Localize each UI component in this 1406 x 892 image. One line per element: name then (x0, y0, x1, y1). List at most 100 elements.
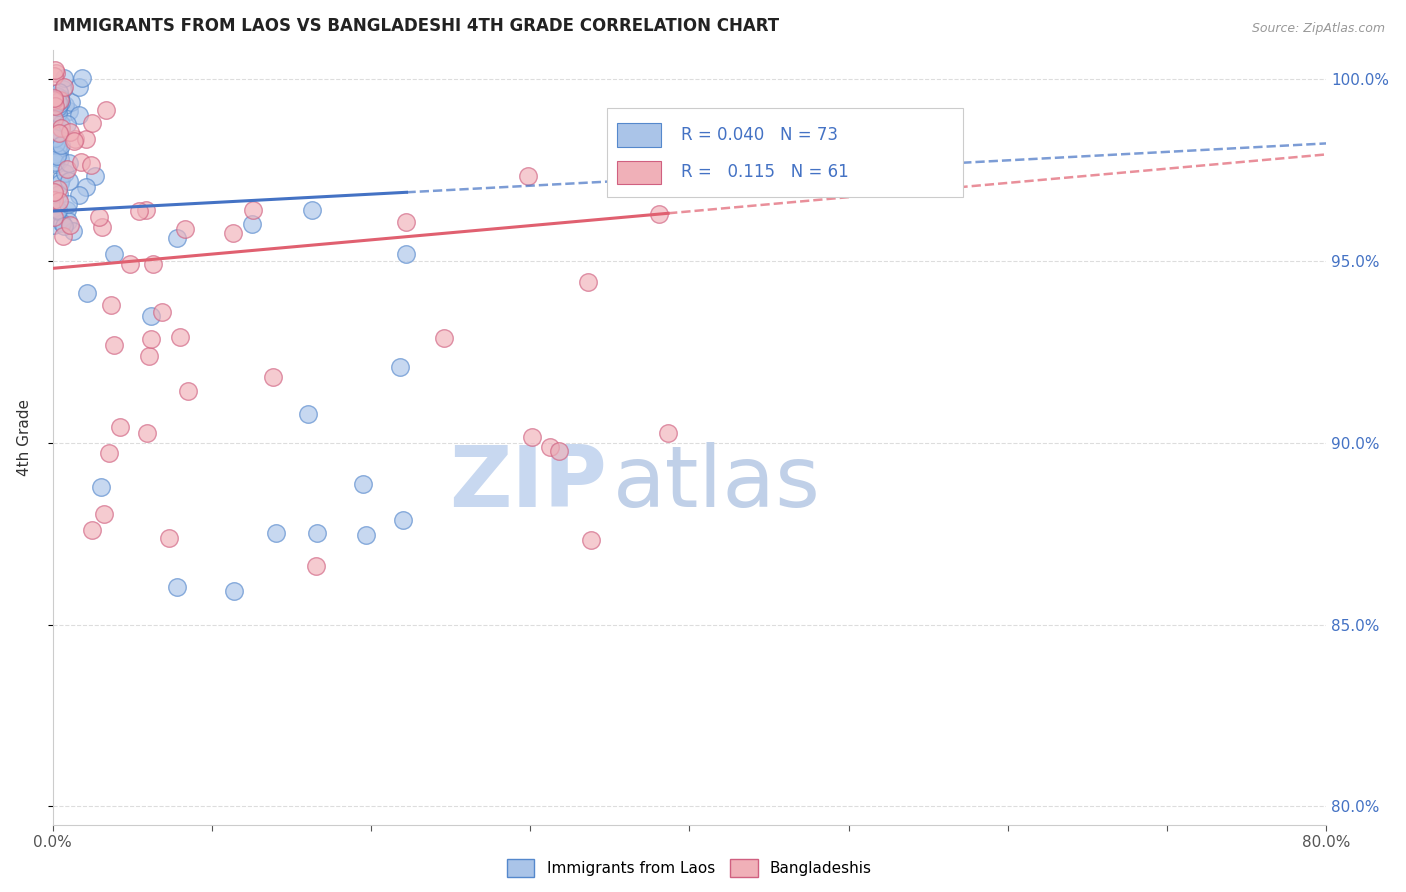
FancyBboxPatch shape (617, 123, 661, 146)
Point (49, 117, 72, 131)
Point (48, 90, 70, 104)
Point (55, 117, 77, 131)
Point (67, 79, 90, 94)
Point (48, 194, 70, 208)
Point (136, 426, 159, 441)
Point (44, 147, 66, 161)
Point (48, 203, 70, 218)
Point (53, 98, 76, 112)
Point (80, 158, 103, 172)
Point (305, 525, 328, 540)
Point (42, 201, 65, 215)
Point (53, 70, 76, 85)
Point (392, 513, 415, 527)
Point (58, 156, 80, 170)
Point (48, 85, 70, 99)
Point (67, 107, 90, 121)
Point (49, 93, 72, 107)
Point (49, 137, 72, 152)
Point (53, 79, 76, 94)
Point (49, 127, 72, 141)
Point (138, 349, 160, 363)
Point (49, 171, 72, 186)
Point (42, 69, 65, 83)
Point (49, 152, 72, 166)
Point (51, 95, 73, 109)
Point (48, 92, 70, 106)
Point (395, 247, 418, 261)
Point (75, 179, 97, 194)
Point (139, 332, 162, 346)
Point (44, 114, 66, 128)
Point (142, 257, 165, 271)
Point (135, 202, 157, 217)
Point (42, 219, 65, 233)
Point (63, 135, 86, 149)
Point (46, 203, 69, 218)
Point (82, 523, 104, 537)
Point (118, 257, 141, 271)
Point (173, 221, 195, 235)
Point (42, 149, 65, 163)
Point (65, 132, 87, 146)
Point (58, 174, 80, 188)
Point (58, 125, 80, 139)
Point (103, 337, 125, 351)
Point (647, 207, 669, 221)
Point (45, 97, 67, 112)
Point (75, 132, 97, 146)
Point (42, 112, 65, 126)
Point (48, 95, 70, 109)
Point (72, 71, 94, 86)
Point (97, 446, 120, 460)
Point (42, 186, 65, 200)
Point (297, 407, 319, 421)
Text: Source: ZipAtlas.com: Source: ZipAtlas.com (1251, 22, 1385, 36)
Point (166, 580, 188, 594)
Point (240, 217, 263, 231)
Point (128, 204, 150, 219)
Point (69, 155, 91, 169)
Point (538, 440, 561, 454)
Point (59, 218, 82, 232)
Text: R =   0.115   N = 61: R = 0.115 N = 61 (681, 163, 848, 181)
Point (139, 310, 162, 324)
Point (42, 193, 65, 207)
Point (49, 121, 72, 136)
Point (52, 219, 75, 234)
Point (76, 285, 98, 300)
Point (45, 149, 67, 163)
Point (51, 216, 73, 230)
Point (110, 419, 132, 434)
Point (395, 215, 418, 229)
Point (169, 330, 191, 344)
Point (56, 197, 79, 211)
Point (42, 198, 65, 212)
Point (103, 247, 125, 261)
Text: IMMIGRANTS FROM LAOS VS BANGLADESHI 4TH GRADE CORRELATION CHART: IMMIGRANTS FROM LAOS VS BANGLADESHI 4TH … (52, 17, 779, 35)
FancyBboxPatch shape (617, 161, 661, 184)
Point (433, 331, 456, 345)
Point (579, 533, 602, 547)
Point (354, 527, 377, 541)
Point (657, 426, 679, 441)
Point (90, 480, 112, 494)
Point (59, 95, 82, 109)
Point (100, 298, 122, 312)
Text: atlas: atlas (613, 442, 821, 525)
Point (548, 444, 571, 458)
Point (96, 103, 118, 117)
Point (44, 155, 66, 169)
Point (46, 89, 69, 103)
Point (93, 507, 115, 521)
Point (48, 126, 70, 140)
Point (42, 91, 65, 105)
Point (48, 187, 70, 202)
Point (53, 166, 76, 180)
Point (520, 430, 543, 444)
Point (62, 224, 84, 238)
Point (45, 136, 67, 151)
Point (242, 202, 264, 217)
Point (352, 476, 374, 491)
Point (157, 532, 180, 546)
